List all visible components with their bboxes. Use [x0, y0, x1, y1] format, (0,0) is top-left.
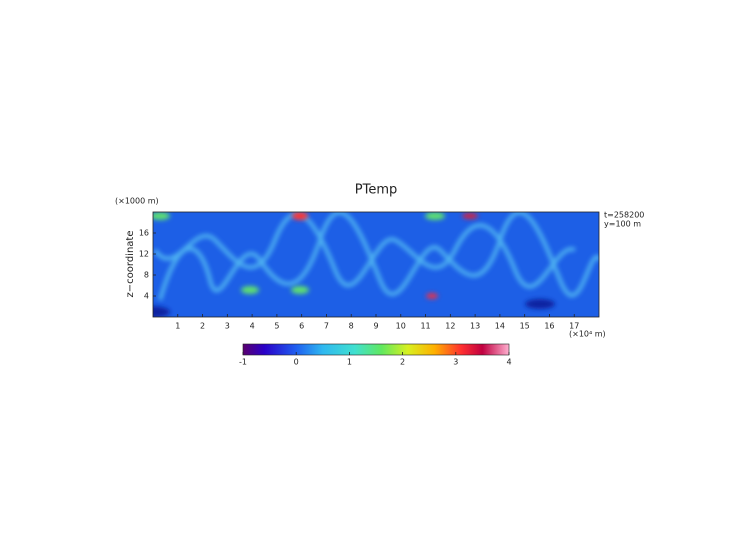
x-tick-label: 5 [274, 322, 279, 331]
x-unit: (×10⁴ m) [569, 330, 606, 339]
x-tick-label: 12 [445, 322, 455, 331]
x-tick-label: 7 [324, 322, 329, 331]
colorbar-tick-label: 3 [453, 358, 458, 367]
y-unit: (×1000 m) [115, 197, 159, 206]
x-tick-label: 11 [420, 322, 430, 331]
x-tick-label: 16 [544, 322, 554, 331]
colorbar-tick-label: 2 [400, 358, 405, 367]
colorbar-tick-label: -1 [239, 358, 247, 367]
annotation: y=100 m [604, 220, 641, 229]
x-tick-label: 15 [520, 322, 530, 331]
y-label: z−coordinate [125, 231, 136, 298]
x-tick-label: 9 [373, 322, 378, 331]
x-tick-label: 3 [225, 322, 230, 331]
y-tick-label: 12 [139, 250, 149, 259]
x-tick-label: 6 [299, 322, 304, 331]
colorbar-tick-label: 1 [347, 358, 352, 367]
x-tick-label: 17 [569, 322, 579, 331]
y-tick-label: 4 [144, 292, 149, 301]
field-highlights [153, 212, 555, 317]
x-tick-label: 4 [250, 322, 255, 331]
field [153, 212, 599, 317]
colorbar [242, 343, 510, 356]
x-tick-label: 13 [470, 322, 480, 331]
x-tick-label: 8 [349, 322, 354, 331]
y-tick-label: 8 [144, 271, 149, 280]
x-tick-label: 1 [175, 322, 180, 331]
y-tick-label: 16 [139, 229, 149, 238]
x-tick-label: 10 [396, 322, 406, 331]
x-tick-label: 14 [495, 322, 505, 331]
field-swirls [153, 212, 599, 301]
colorbar-tick-label: 0 [294, 358, 299, 367]
field-background [153, 212, 599, 317]
x-tick-label: 2 [200, 322, 205, 331]
colorbar-tick-label: 4 [506, 358, 511, 367]
chart-title: PTemp [355, 183, 398, 198]
annotation: t=258200 [604, 211, 644, 220]
